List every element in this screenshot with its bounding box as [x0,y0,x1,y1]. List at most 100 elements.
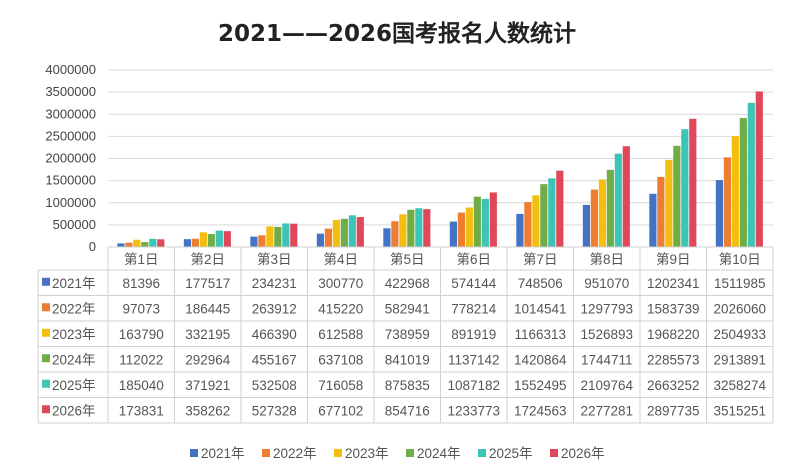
bar-2022年-第9日 [657,176,665,247]
bar-2026年-第8日 [622,146,630,247]
data-table-cell: 300770 [318,276,363,291]
bar-2026年-第7日 [556,170,564,247]
bar-2021年-第5日 [383,228,391,247]
bar-2022年-第2日 [191,238,199,247]
data-table-cell: 81396 [122,276,160,291]
bar-2024年-第10日 [739,118,747,247]
data-table-cell: 1744711 [581,352,633,367]
bar-2026年-第6日 [489,192,497,247]
bar-2024年-第9日 [673,145,681,247]
bar-2022年-第6日 [457,212,465,247]
x-tick-label: 第8日 [589,251,624,267]
data-table-cell: 2897735 [647,403,700,418]
data-table-cell: 455167 [252,352,297,367]
legend-marker [478,449,486,457]
legend-label: 2021年 [201,446,245,461]
bar-2021年-第7日 [516,213,524,247]
data-table-cell: 1420864 [514,352,567,367]
bar-2026年-第1日 [157,239,165,247]
data-table-cell: 332195 [185,327,230,342]
data-table-cell: 716058 [318,378,363,393]
data-table-cell: 263912 [252,301,297,316]
bar-2023年-第9日 [665,159,673,247]
data-table-cell: 1583739 [647,301,700,316]
table-row-header: 2026年 [52,403,96,418]
data-table-cell: 466390 [252,327,297,342]
bar-2021年-第1日 [117,243,125,247]
data-table-cell: 2913891 [713,352,766,367]
legend-label: 2025年 [489,446,533,461]
x-tick-label: 第4日 [323,251,358,267]
bar-2023年-第4日 [332,219,340,247]
bar-2022年-第3日 [258,235,266,247]
data-table-cell: 1297793 [580,301,633,316]
x-tick-label: 第9日 [656,251,691,267]
data-table-cell: 1526893 [580,327,633,342]
data-table-cell: 2663252 [647,378,700,393]
data-table-cell: 292964 [185,352,231,367]
bar-2025年-第3日 [282,223,290,247]
bar-2024年-第4日 [340,218,348,247]
bar-2025年-第10日 [747,102,755,247]
data-table-cell: 527328 [252,403,297,418]
y-tick-label: 2000000 [45,151,96,166]
data-table-cell: 677102 [318,403,363,418]
bar-2022年-第10日 [723,157,731,247]
x-tick-label: 第7日 [523,251,558,267]
data-table-cell: 532508 [252,378,297,393]
bar-2023年-第1日 [133,239,141,247]
legend-key [42,405,50,414]
data-table-cell: 415220 [318,301,363,316]
data-table-cell: 1014541 [514,301,567,316]
legend-label: 2022年 [273,446,317,461]
bar-2025年-第1日 [149,238,157,247]
data-table-cell: 891919 [451,327,496,342]
y-tick-label: 4000000 [45,62,96,77]
data-table-cell: 2277281 [580,403,633,418]
bar-2021年-第6日 [449,221,457,247]
x-tick-label: 第10日 [719,251,761,267]
legend-key [42,354,50,363]
data-table-cell: 1087182 [447,378,500,393]
data-table-cell: 3515251 [713,403,766,418]
bar-2021年-第8日 [582,204,590,247]
bar-2024年-第8日 [606,169,614,247]
bar-2023年-第3日 [266,226,274,247]
bar-2026年-第5日 [423,209,431,247]
bar-2026年-第2日 [223,231,231,247]
bar-2023年-第10日 [731,136,739,247]
bar-2025年-第9日 [681,129,689,247]
data-table-cell: 163790 [119,327,164,342]
bar-2023年-第8日 [598,179,606,247]
bar-2022年-第5日 [391,221,399,247]
data-table-cell: 1202341 [647,276,700,291]
bar-2022年-第1日 [125,242,133,247]
legend-marker [550,449,558,457]
data-table-cell: 97073 [122,301,160,316]
legend-key [42,303,50,312]
x-tick-label: 第2日 [190,251,225,267]
x-tick-label: 第5日 [390,251,425,267]
data-table-cell: 1724563 [514,403,567,418]
bar-2022年-第8日 [590,189,598,247]
bar-2026年-第9日 [689,118,697,247]
data-table-cell: 1511985 [714,276,766,291]
chart-title: 2021——2026国考报名人数统计 [217,21,577,47]
legend-key [42,277,50,286]
data-table-cell: 112022 [119,352,163,367]
x-tick-label: 第6日 [456,251,491,267]
legend-marker [190,449,198,457]
legend-label: 2024年 [417,446,461,461]
data-table-cell: 2109764 [580,378,633,393]
bar-2024年-第1日 [141,242,149,247]
bar-2025年-第2日 [215,230,223,247]
data-table-cell: 951070 [584,276,629,291]
table-row-header: 2022年 [52,301,96,316]
data-table-cell: 748506 [518,276,563,291]
bar-2023年-第6日 [465,207,473,247]
bar-2024年-第5日 [407,209,415,247]
data-table-cell: 574144 [451,276,497,291]
data-table-cell: 582941 [385,301,430,316]
data-table-cell: 185040 [119,378,164,393]
